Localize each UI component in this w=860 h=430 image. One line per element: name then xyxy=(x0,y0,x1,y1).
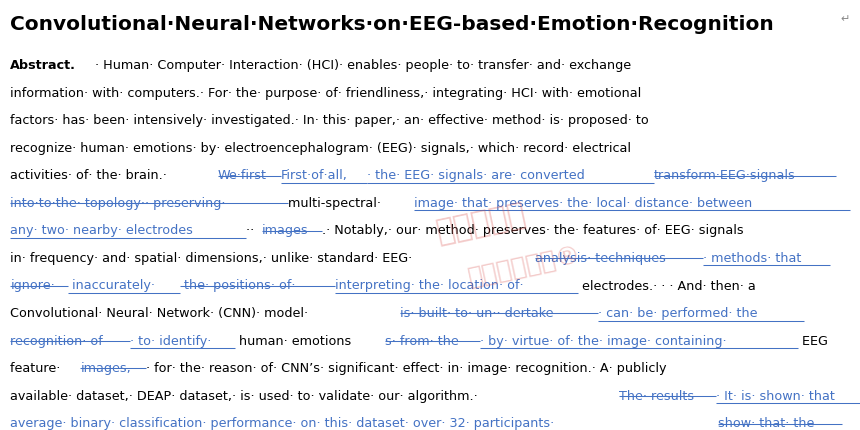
Text: factors· has· been· intensively· investigated.· In· this· paper,· an· effective·: factors· has· been· intensively· investi… xyxy=(10,114,649,127)
Text: image· that· preserves· the· local· distance· between: image· that· preserves· the· local· dist… xyxy=(414,197,752,210)
Text: activities· of· the· brain.·: activities· of· the· brain.· xyxy=(10,169,171,182)
Text: · can· be· performed· the: · can· be· performed· the xyxy=(599,307,758,320)
Text: available· dataset,· DEAP· dataset,· is· used· to· validate· our· algorithm.·: available· dataset,· DEAP· dataset,· is·… xyxy=(10,390,482,402)
Text: human· emotions: human· emotions xyxy=(235,335,351,347)
Text: · for· the· reason· of· CNN’s· significant· effect· in· image· recognition.· A· : · for· the· reason· of· CNN’s· significa… xyxy=(146,362,666,375)
Text: Abstract.: Abstract. xyxy=(10,59,77,72)
Text: EEG: EEG xyxy=(798,335,828,347)
Text: s· from· the: s· from· the xyxy=(385,335,458,347)
Text: ··: ·· xyxy=(246,224,259,237)
Text: The· results: The· results xyxy=(619,390,694,402)
Text: show· that· the: show· that· the xyxy=(718,417,814,430)
Text: images: images xyxy=(262,224,309,237)
Text: Convolutional·Neural·Networks·on·EEG-based·Emotion·Recognition: Convolutional·Neural·Networks·on·EEG-bas… xyxy=(10,15,774,34)
Text: is· built· to· un·· dertake: is· built· to· un·· dertake xyxy=(400,307,554,320)
Text: ↵: ↵ xyxy=(840,14,850,24)
Text: in· frequency· and· spatial· dimensions,· unlike· standard· EEG·: in· frequency· and· spatial· dimensions,… xyxy=(10,252,416,265)
Text: images,: images, xyxy=(81,362,132,375)
Text: multi-spectral·: multi-spectral· xyxy=(288,197,385,210)
Text: 筑塔人科技: 筑塔人科技 xyxy=(434,200,529,247)
Text: any· two· nearby· electrodes: any· two· nearby· electrodes xyxy=(10,224,194,237)
Text: Convolutional· Neural· Network· (CNN)· model·: Convolutional· Neural· Network· (CNN)· m… xyxy=(10,307,312,320)
Text: interpreting· the· location· of·: interpreting· the· location· of· xyxy=(335,280,523,292)
Text: into·to·the· topology·· preserving·: into·to·the· topology·· preserving· xyxy=(10,197,226,210)
Text: · to· identify·: · to· identify· xyxy=(130,335,212,347)
Text: information· with· computers.· For· the· purpose· of· friendliness,· integrating: information· with· computers.· For· the·… xyxy=(10,87,642,100)
Text: We·first: We·first xyxy=(218,169,267,182)
Text: analysis· techniques: analysis· techniques xyxy=(535,252,666,265)
Text: feature·: feature· xyxy=(10,362,64,375)
Text: transform·EEG·signals: transform·EEG·signals xyxy=(654,169,796,182)
Text: 论文在线小店®: 论文在线小店® xyxy=(466,243,583,290)
Text: ignore·: ignore· xyxy=(10,280,55,292)
Text: · the· EEG· signals· are· converted: · the· EEG· signals· are· converted xyxy=(367,169,589,182)
Text: · It· is· shown· that: · It· is· shown· that xyxy=(716,390,835,402)
Text: · by· virtue· of· the· image· containing·: · by· virtue· of· the· image· containing… xyxy=(480,335,727,347)
Text: the· positions· of·: the· positions· of· xyxy=(181,280,300,292)
Text: · Human· Computer· Interaction· (HCI)· enables· people· to· transfer· and· excha: · Human· Computer· Interaction· (HCI)· e… xyxy=(95,59,631,72)
Text: electrodes.· · · And· then· a: electrodes.· · · And· then· a xyxy=(578,280,756,292)
Text: average· binary· classification· performance· on· this· dataset· over· 32· parti: average· binary· classification· perform… xyxy=(10,417,559,430)
Text: recognize· human· emotions· by· electroencephalogram· (EEG)· signals,· which· re: recognize· human· emotions· by· electroe… xyxy=(10,142,631,155)
Text: recognition· of: recognition· of xyxy=(10,335,103,347)
Text: · methods· that: · methods· that xyxy=(703,252,802,265)
Text: .· Notably,· our· method· preserves· the· features· of· EEG· signals: .· Notably,· our· method· preserves· the… xyxy=(322,224,744,237)
Text: inaccurately·: inaccurately· xyxy=(68,280,155,292)
Text: First·of·all,: First·of·all, xyxy=(281,169,348,182)
